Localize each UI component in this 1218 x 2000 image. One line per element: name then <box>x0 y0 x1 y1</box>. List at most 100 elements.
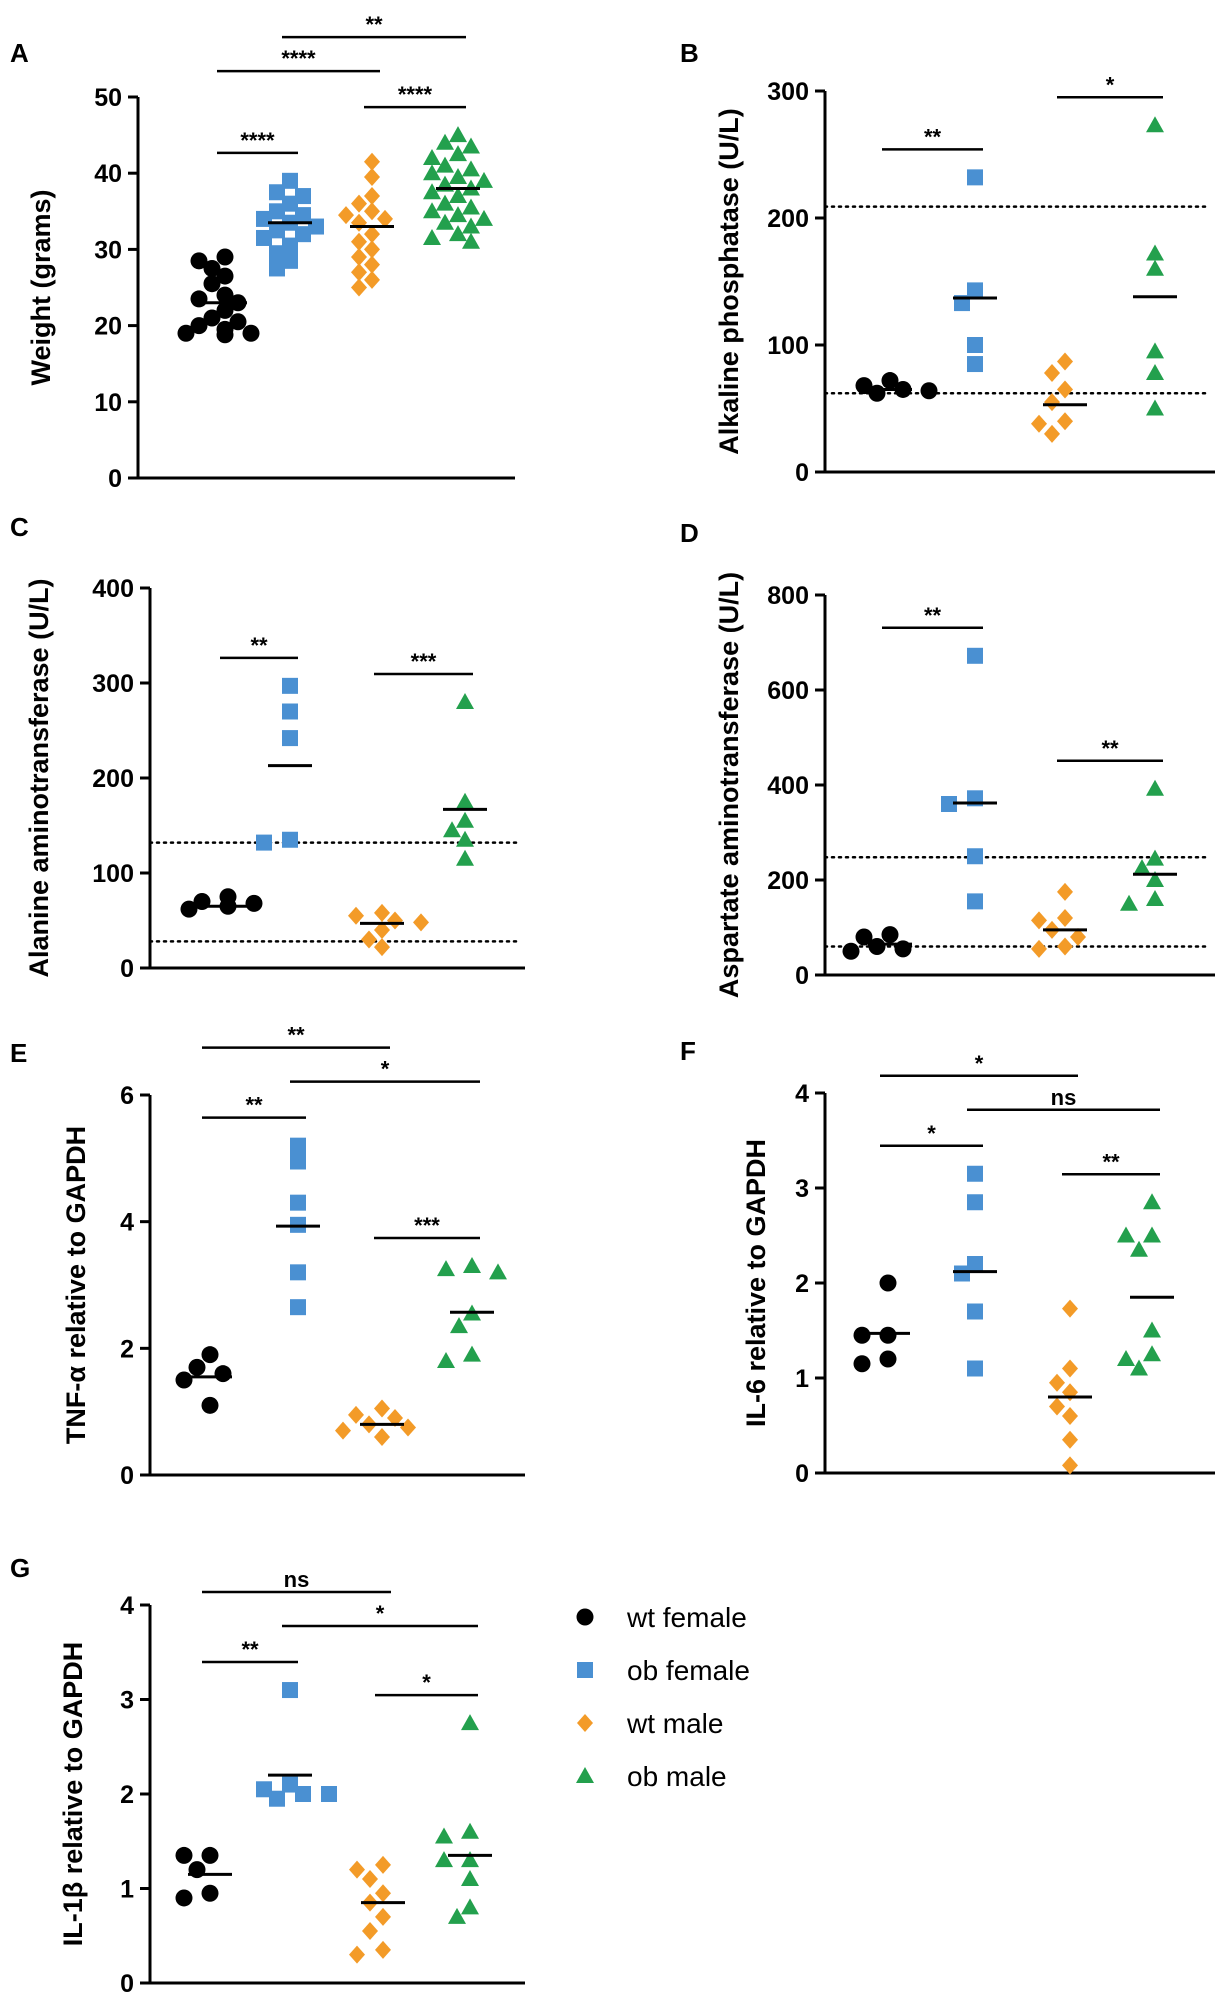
data-point <box>374 1428 390 1446</box>
data-point <box>269 222 285 239</box>
data-point <box>448 1907 466 1924</box>
panel-label: C <box>10 512 29 542</box>
data-point <box>1062 1456 1078 1475</box>
data-point <box>449 168 467 185</box>
y-tick-label: 0 <box>795 962 809 990</box>
data-point <box>375 1940 391 1959</box>
data-point <box>456 811 474 828</box>
y-tick-label: 2 <box>120 1781 134 1809</box>
data-point <box>1120 894 1138 911</box>
legend-label: ob male <box>627 1761 727 1792</box>
data-point <box>1044 363 1060 382</box>
legend-label: wt male <box>626 1708 723 1739</box>
data-point <box>1031 939 1047 958</box>
data-point <box>374 921 390 939</box>
y-tick-label: 40 <box>94 160 122 188</box>
data-point <box>364 240 380 259</box>
data-point <box>190 252 208 270</box>
data-point <box>437 1352 455 1368</box>
data-point <box>201 1396 219 1414</box>
data-point <box>1146 890 1164 906</box>
data-point <box>180 900 198 918</box>
data-point <box>461 1822 479 1839</box>
panel-c: C 0 100 200 300 400 Alanine aminotransferase (… <box>10 512 525 983</box>
y-tick-label: 10 <box>94 389 122 417</box>
data-point <box>400 1418 416 1437</box>
data-point <box>456 849 474 866</box>
data-point <box>269 184 285 201</box>
series-ob-male <box>1133 116 1177 416</box>
data-point <box>436 213 454 230</box>
data-point <box>364 187 380 206</box>
y-tick-label: 4 <box>120 1592 134 1620</box>
data-point <box>423 148 441 165</box>
data-point <box>295 1786 311 1802</box>
data-point <box>879 1274 897 1292</box>
significance-label: * <box>422 1670 431 1695</box>
significance-label: ** <box>924 124 942 149</box>
y-axis-label: Aspartate aminotransferase (U/L) <box>714 572 744 998</box>
data-point <box>201 1346 219 1364</box>
data-point <box>295 207 311 224</box>
data-point <box>437 1260 455 1277</box>
data-point <box>377 209 393 228</box>
significance-label: ** <box>365 12 383 37</box>
data-point <box>489 1263 507 1280</box>
data-point <box>188 1358 206 1376</box>
data-point <box>203 259 221 277</box>
data-point <box>348 906 364 925</box>
y-tick-label: 300 <box>92 670 134 698</box>
data-point <box>1057 380 1073 399</box>
data-point <box>387 911 403 930</box>
data-point <box>1146 342 1164 359</box>
series-ob-female <box>941 647 997 910</box>
legend-item-ob-male: ob male <box>576 1761 727 1792</box>
data-point <box>375 1855 391 1874</box>
data-point <box>1130 1240 1148 1257</box>
data-point <box>269 1790 285 1807</box>
data-point <box>282 1682 298 1699</box>
data-point <box>269 203 285 220</box>
data-point <box>290 1153 306 1170</box>
significance-label: ns <box>284 1567 310 1592</box>
data-point <box>967 848 983 865</box>
data-point <box>449 225 467 242</box>
data-point <box>449 126 467 143</box>
data-point <box>853 1355 871 1373</box>
legend-item-wt-female: wt female <box>576 1602 747 1633</box>
data-point <box>242 324 260 342</box>
y-axis-label: Alanine aminotransferase (U/L) <box>24 578 54 977</box>
panel-label: E <box>10 1038 27 1068</box>
data-point <box>967 169 983 186</box>
data-point <box>1146 871 1164 887</box>
y-tick-label: 2 <box>120 1335 134 1363</box>
data-point <box>1049 1373 1065 1392</box>
data-point <box>879 1326 897 1344</box>
data-point <box>290 1194 306 1211</box>
data-point <box>1146 849 1164 866</box>
data-point <box>282 237 298 254</box>
data-point <box>351 278 367 297</box>
data-point <box>1044 424 1060 443</box>
series-wt-male <box>348 903 429 957</box>
data-point <box>456 830 474 847</box>
data-point <box>364 255 380 274</box>
data-point <box>216 286 234 304</box>
data-point <box>295 188 311 205</box>
data-point <box>462 232 480 249</box>
y-tick-label: 0 <box>795 459 809 487</box>
y-tick-label: 30 <box>94 236 122 264</box>
y-tick-label: 200 <box>92 765 134 793</box>
series-ob-male <box>1117 1193 1174 1376</box>
data-point <box>190 317 208 335</box>
data-point <box>387 1409 403 1427</box>
panel-label: F <box>680 1036 696 1066</box>
data-point <box>282 195 298 212</box>
data-point <box>1146 116 1164 133</box>
y-tick-label: 1 <box>795 1365 809 1393</box>
series-ob-female <box>953 1165 997 1377</box>
data-point <box>201 1846 219 1864</box>
